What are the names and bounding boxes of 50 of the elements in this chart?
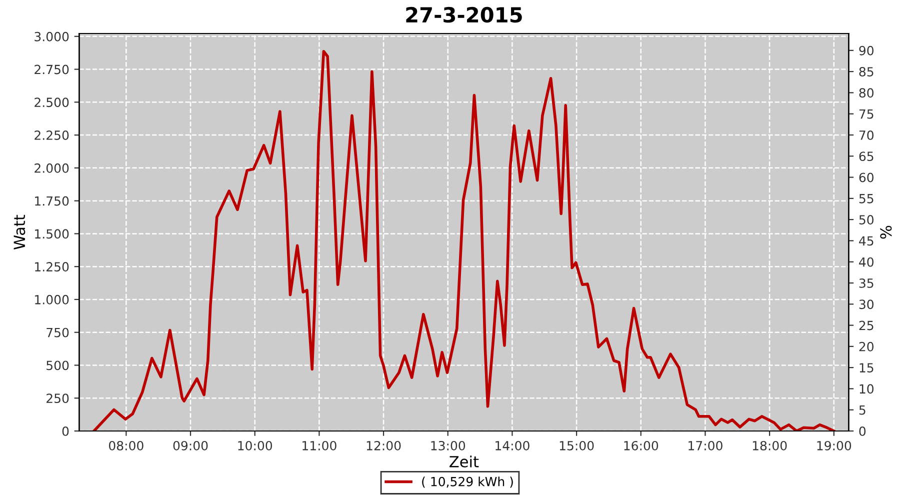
y2-axis-title: % — [880, 226, 892, 239]
x-tick-label: 11:00 — [302, 440, 336, 450]
y-tick-label: 2.500 — [34, 98, 69, 108]
line-series — [92, 50, 836, 431]
y-tick-label: 1.250 — [35, 262, 69, 272]
legend-label: ( 10,529 kWh ) — [422, 476, 513, 488]
y2-tick-label: 20 — [859, 342, 874, 352]
y-tick-label: 2.000 — [34, 163, 69, 173]
y2-tick-label: 30 — [859, 300, 874, 310]
y2-tick-label: 70 — [859, 130, 874, 140]
y2-tick-label: 35 — [859, 278, 874, 288]
y2-tick-label: 65 — [859, 152, 874, 162]
y2-tick-label: 75 — [859, 109, 874, 119]
y2-tick-label: 40 — [859, 257, 874, 267]
x-axis-title: Zeit — [450, 456, 479, 468]
y2-tick-label: 10 — [860, 384, 874, 394]
y-tick-label: 3.000 — [34, 32, 69, 42]
y-tick-label: 250 — [46, 394, 69, 404]
y2-tick-label: 5 — [859, 405, 866, 415]
y-tick-label: 0 — [62, 426, 69, 436]
y2-tick-label: 80 — [859, 88, 874, 98]
y2-tick-label: 25 — [859, 320, 874, 330]
x-tick-label: 09:00 — [173, 440, 208, 450]
y-tick-label: 1.750 — [35, 196, 69, 206]
y-tick-label: 1.000 — [35, 294, 69, 304]
y2-tick-label: 85 — [859, 67, 874, 76]
x-tick-label: 08:00 — [108, 440, 144, 450]
chart-title: 27-3-2015 — [406, 6, 522, 23]
x-tick-label: 15:00 — [560, 440, 594, 450]
y-tick-label: 1.500 — [35, 229, 69, 239]
y-tick-label: 2.250 — [34, 130, 69, 140]
y2-tick-label: 60 — [859, 172, 874, 182]
y2-tick-label: 90 — [859, 46, 874, 56]
x-tick-label: 13:00 — [431, 440, 466, 450]
x-tick-label: 12:00 — [366, 440, 401, 450]
y2-tick-label: 45 — [859, 236, 874, 246]
y2-tick-label: 55 — [859, 194, 874, 204]
x-tick-label: 16:00 — [624, 440, 658, 450]
y-tick-label: 2.750 — [34, 64, 69, 74]
x-tick-label: 10:00 — [238, 440, 272, 450]
y2-tick-label: 15 — [860, 363, 874, 372]
y-tick-label: 750 — [46, 328, 69, 338]
y2-tick-label: 0 — [859, 426, 866, 436]
x-tick-label: 19:00 — [817, 440, 852, 450]
x-tick-label: 17:00 — [688, 440, 722, 450]
y2-tick-label: 50 — [859, 215, 874, 224]
y-tick-label: 500 — [46, 360, 69, 370]
y-axis-title: Watt — [14, 214, 26, 250]
x-tick-label: 14:00 — [496, 440, 530, 450]
x-tick-label: 18:00 — [752, 440, 787, 450]
